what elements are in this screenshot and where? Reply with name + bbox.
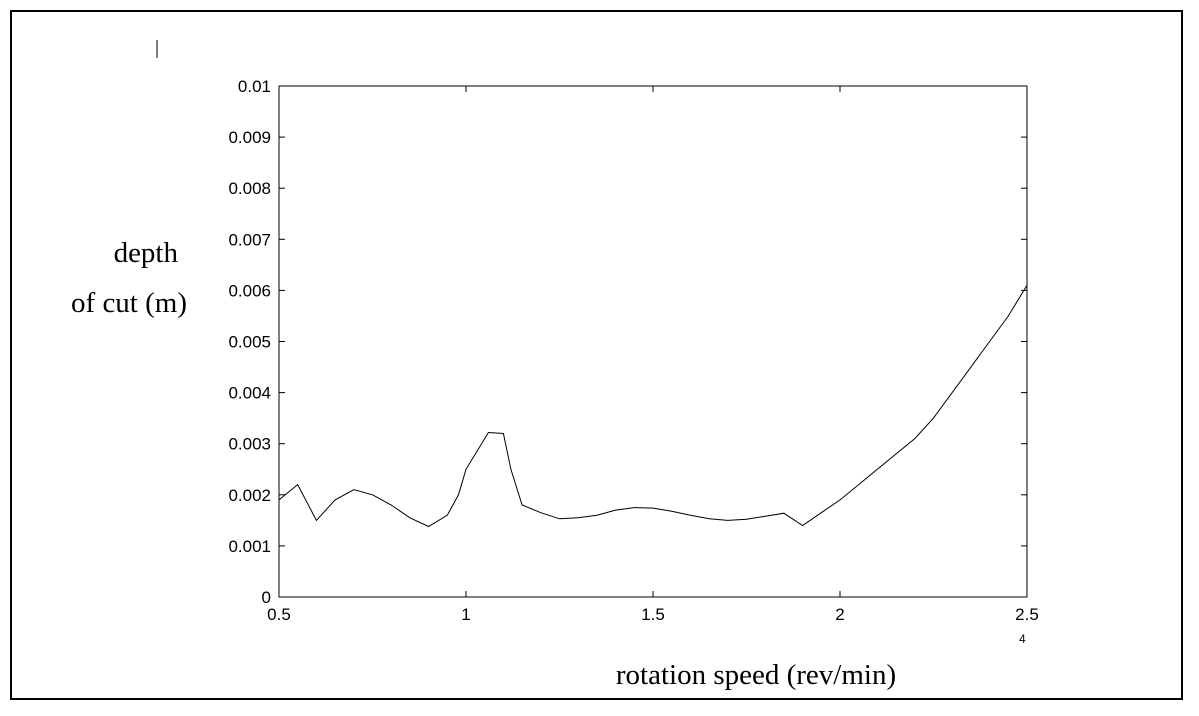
y-tick-label: 0.005	[228, 333, 271, 352]
y-tick-label: 0	[262, 588, 271, 607]
y-tick-label: 0.009	[228, 128, 271, 147]
x-tick-label: 1.5	[641, 605, 665, 624]
y-tick-label: 0.002	[228, 486, 271, 505]
y-tick-label: 0.003	[228, 435, 271, 454]
y-tick-label: 0.01	[238, 77, 271, 96]
x-tick-label: 2	[835, 605, 844, 624]
y-tick-label: 0.006	[228, 281, 271, 300]
x-axis-exponent: 4	[1019, 632, 1026, 646]
y-axis-title-line2: of cut (m)	[71, 287, 187, 319]
y-tick-label: 0.007	[228, 230, 271, 249]
series-line	[278, 285, 1028, 528]
x-tick-label: 0.5	[267, 605, 291, 624]
y-tick-label: 0.008	[228, 179, 271, 198]
y-axis: 0 0.001 0.002 0.003 0.004 0.005 0.006 0.007 0.00…	[228, 77, 1027, 607]
plot-area	[278, 85, 1028, 598]
x-tick-label: 2.5	[1015, 605, 1039, 624]
y-tick-label: 0.001	[228, 537, 271, 556]
x-axis-title: rotation speed (rev/min)	[616, 659, 896, 691]
y-tick-label: 0.004	[228, 384, 271, 403]
figure-frame	[10, 10, 1183, 700]
x-axis: 0.5 1 1.5 2 2.5	[267, 86, 1039, 624]
y-axis-title-line1: depth	[114, 237, 179, 269]
x-tick-label: 1	[461, 605, 470, 624]
